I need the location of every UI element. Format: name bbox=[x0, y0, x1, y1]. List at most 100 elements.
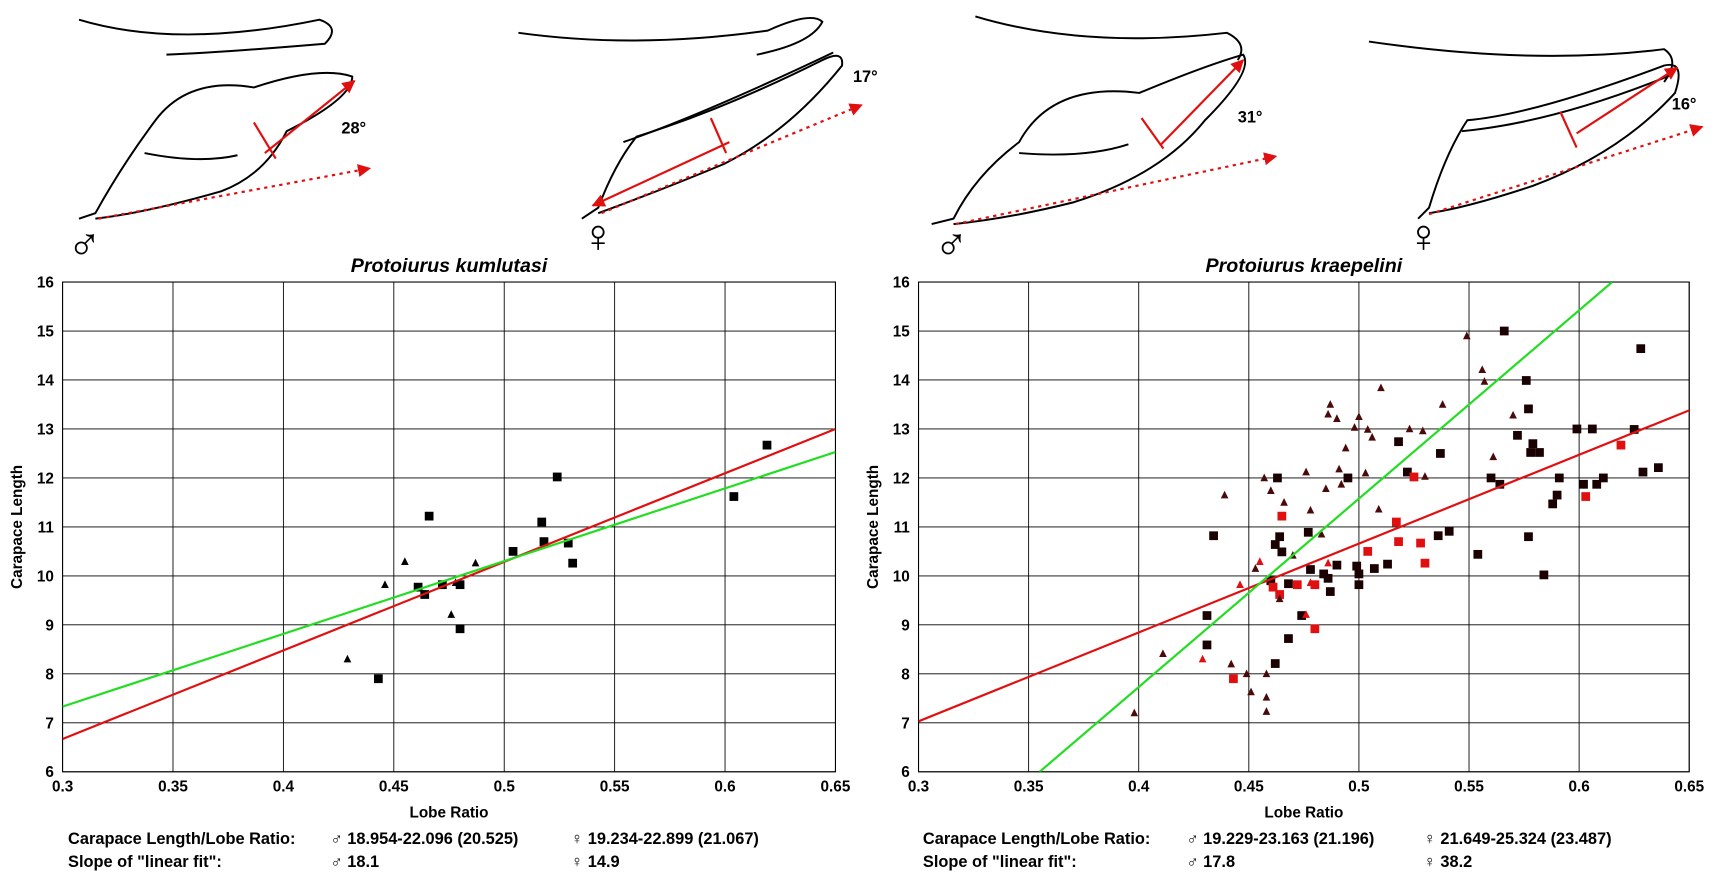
square-point bbox=[1433, 531, 1443, 541]
square-point bbox=[1592, 479, 1602, 489]
stat-text: Carapace Length/Lobe Ratio: bbox=[68, 830, 295, 848]
y-tick-label: 9 bbox=[45, 617, 54, 634]
square-point bbox=[1343, 473, 1353, 483]
y-tick-label: 14 bbox=[893, 372, 911, 389]
square-point bbox=[1420, 558, 1430, 568]
triangle-point bbox=[1306, 578, 1315, 587]
square-point bbox=[1444, 526, 1454, 536]
x-tick-label: 0.4 bbox=[1128, 778, 1150, 795]
triangle-point bbox=[1341, 443, 1350, 452]
triangle-point bbox=[1480, 377, 1489, 385]
plot-frame bbox=[62, 281, 836, 773]
triangle-point bbox=[1509, 410, 1517, 419]
square-point bbox=[1548, 499, 1558, 509]
square-point bbox=[1521, 376, 1531, 385]
stat-text: ♀ 14.9 bbox=[571, 853, 620, 871]
y-tick-label: 15 bbox=[893, 323, 911, 340]
square-point bbox=[373, 674, 383, 684]
stat-text: ♀ 38.2 bbox=[1424, 853, 1473, 871]
triangle-point bbox=[1335, 464, 1343, 473]
square-point bbox=[1552, 490, 1562, 500]
triangle-point bbox=[1324, 558, 1332, 567]
triangle-point bbox=[1377, 383, 1385, 392]
x-tick-label: 0.6 bbox=[714, 778, 735, 795]
stat-text: ♀ 21.649-25.324 (23.487) bbox=[1424, 830, 1612, 848]
sex-symbol: ♂ bbox=[934, 218, 968, 270]
square-point bbox=[1275, 532, 1285, 542]
square-point bbox=[413, 582, 423, 592]
square-point bbox=[1303, 527, 1313, 537]
triangle-point bbox=[1260, 473, 1269, 482]
square-point bbox=[1352, 561, 1362, 571]
x-tick-label: 0.5 bbox=[1348, 778, 1370, 795]
angle-label: 17° bbox=[853, 68, 878, 86]
square-point bbox=[1332, 560, 1342, 570]
y-axis-label: Carapace Length bbox=[865, 465, 882, 589]
triangle-point bbox=[1374, 504, 1383, 513]
square-point bbox=[1310, 624, 1320, 634]
angle-label: 28° bbox=[341, 119, 366, 137]
triangle-point bbox=[447, 610, 456, 618]
chart-title: Protoiurus kumlutasi bbox=[351, 255, 548, 277]
square-point bbox=[1369, 564, 1379, 573]
square-point bbox=[1391, 517, 1401, 527]
square-point bbox=[438, 580, 447, 590]
triangle-point bbox=[1130, 708, 1139, 717]
square-point bbox=[1310, 580, 1320, 590]
square-point bbox=[1268, 582, 1278, 592]
x-tick-label: 0.35 bbox=[1014, 778, 1044, 795]
triangle-point bbox=[1317, 529, 1326, 538]
triangle-point bbox=[1262, 669, 1271, 678]
chart: 6 7 8 9 10 11 12 13 14 15 16 0.3 0.35 0.4 0.45 0.5 0.55 0… bbox=[865, 95, 1705, 871]
square-point bbox=[1629, 425, 1639, 434]
fit-line bbox=[62, 450, 836, 708]
square-point bbox=[1473, 549, 1483, 559]
square-point bbox=[1275, 590, 1285, 599]
x-tick-label: 0.3 bbox=[52, 778, 73, 795]
y-tick-label: 16 bbox=[893, 275, 910, 292]
square-point bbox=[1270, 659, 1280, 668]
y-tick-label: 8 bbox=[45, 666, 54, 683]
chart-title: Protoiurus kraepelini bbox=[1206, 255, 1403, 277]
square-point bbox=[1539, 570, 1549, 580]
square-point bbox=[424, 511, 434, 521]
x-tick-label: 0.55 bbox=[600, 778, 630, 795]
triangle-point bbox=[1333, 414, 1341, 422]
triangle-point bbox=[1242, 669, 1251, 678]
x-tick-label: 0.35 bbox=[158, 778, 188, 795]
triangle-point bbox=[1275, 594, 1284, 603]
square-point bbox=[1436, 449, 1445, 458]
y-tick-label: 10 bbox=[893, 568, 910, 585]
x-tick-label: 0.3 bbox=[908, 778, 929, 795]
fit-line bbox=[62, 427, 836, 740]
square-point bbox=[1354, 569, 1364, 579]
stat-text: ♂ 17.8 bbox=[1186, 853, 1235, 871]
angle-label: 31° bbox=[1238, 108, 1263, 126]
square-point bbox=[1394, 437, 1403, 447]
stat-text: ♂ 18.954-22.096 (20.525) bbox=[330, 830, 518, 848]
triangle-point bbox=[1251, 564, 1260, 572]
square-point bbox=[1319, 569, 1329, 579]
square-point bbox=[1277, 511, 1287, 521]
square-point bbox=[1499, 326, 1509, 336]
triangle-point bbox=[1220, 490, 1229, 499]
triangle-point bbox=[1363, 425, 1372, 433]
square-point bbox=[1363, 547, 1373, 556]
triangle-point bbox=[1418, 426, 1427, 435]
square-point bbox=[1277, 547, 1287, 557]
triangle-point bbox=[1280, 498, 1288, 506]
square-point bbox=[1266, 576, 1276, 586]
sex-symbol: ♀ bbox=[581, 209, 615, 261]
y-tick-label: 16 bbox=[37, 275, 54, 292]
triangle-point bbox=[1198, 654, 1207, 663]
triangle-point bbox=[1302, 467, 1310, 476]
square-point bbox=[1524, 532, 1533, 542]
square-point bbox=[1535, 448, 1544, 457]
square-point bbox=[1402, 467, 1412, 477]
triangle-point bbox=[1267, 486, 1275, 494]
square-point bbox=[1354, 580, 1364, 590]
angle-label: 16° bbox=[1672, 95, 1697, 113]
triangle-point bbox=[1247, 687, 1255, 696]
square-point bbox=[1306, 565, 1315, 574]
